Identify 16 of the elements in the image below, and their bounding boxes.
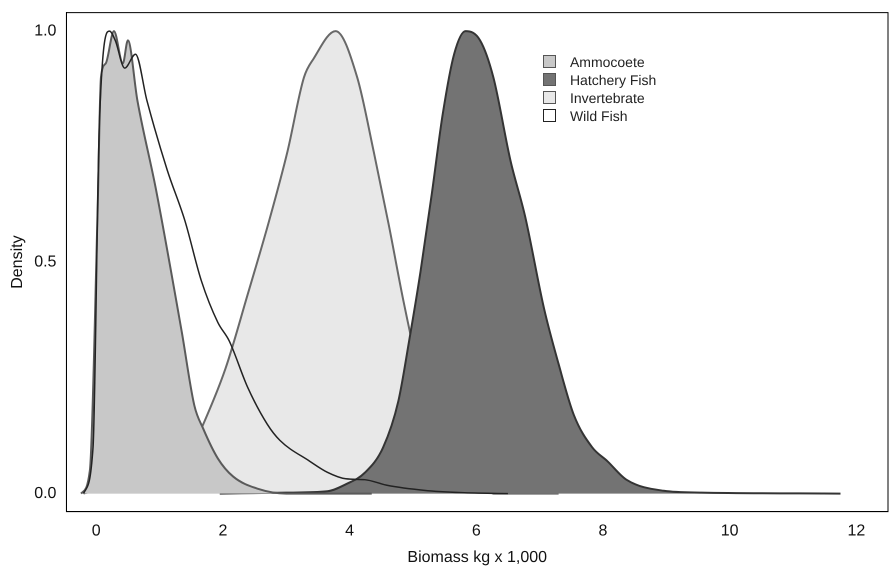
y-tick-label: 0.0 — [34, 484, 57, 502]
y-tick-label: 1.0 — [34, 22, 57, 40]
x-tick-label: 12 — [847, 522, 866, 540]
legend-label: Hatchery Fish — [570, 70, 656, 89]
legend-label: Ammocoete — [570, 52, 645, 71]
legend-label: Wild Fish — [570, 106, 628, 125]
x-tick-label: 6 — [472, 522, 481, 540]
x-tick-label: 2 — [218, 522, 228, 540]
x-tick-label: 0 — [92, 522, 101, 540]
y-axis-title: Density — [9, 235, 26, 289]
x-tick-label: 8 — [598, 522, 608, 540]
x-axis-title: Biomass kg x 1,000 — [407, 548, 548, 566]
x-tick-label: 10 — [720, 522, 739, 540]
legend-label: Invertebrate — [570, 88, 645, 107]
y-tick-label: 0.5 — [34, 254, 57, 271]
x-tick-label: 4 — [345, 522, 354, 540]
